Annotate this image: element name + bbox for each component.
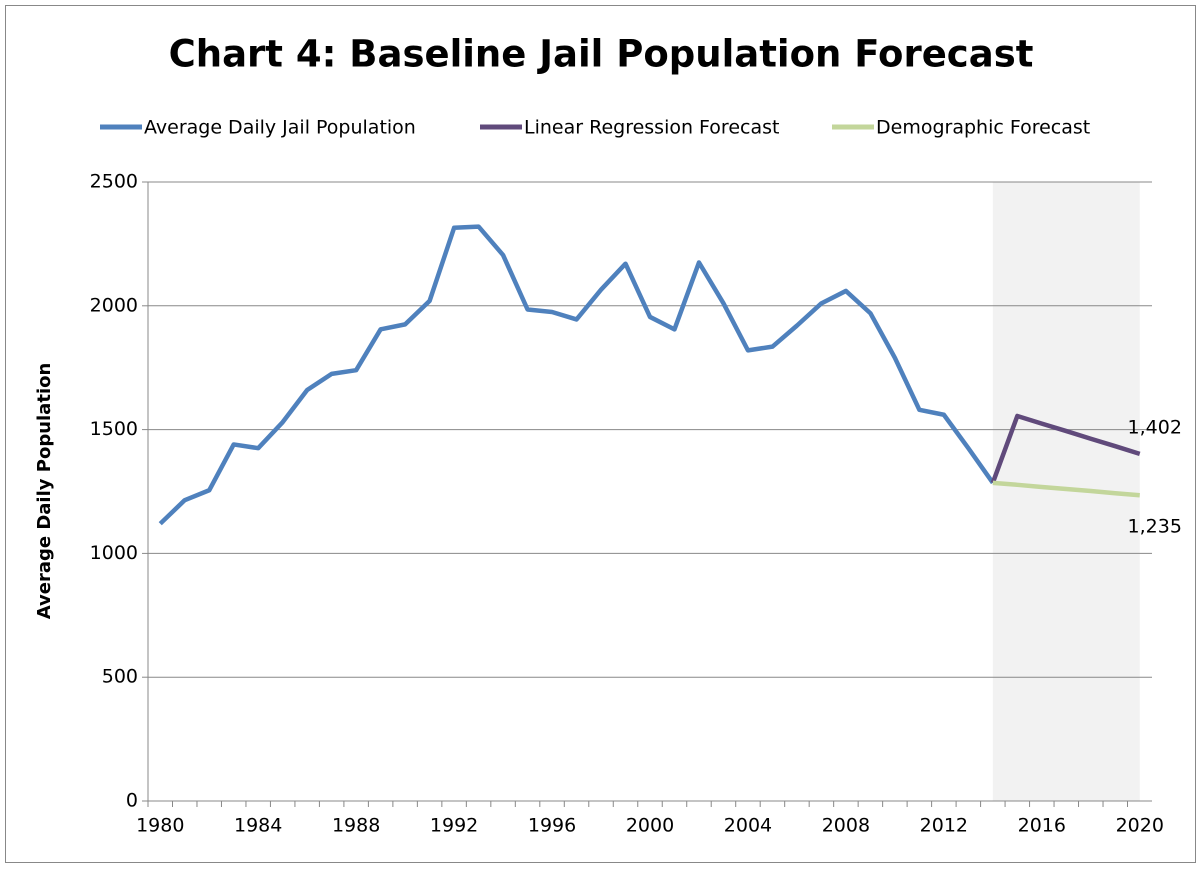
y-tick-label: 1000	[90, 542, 138, 564]
x-tick-label: 2016	[1018, 815, 1066, 837]
series-line	[158, 224, 995, 526]
x-tick-label: 2020	[1116, 815, 1164, 837]
x-tick-label: 1980	[136, 815, 184, 837]
chart-title: Chart 4: Baseline Jail Population Foreca…	[169, 33, 1034, 76]
x-tick-label: 2000	[626, 815, 674, 837]
x-tick-label: 1992	[430, 815, 478, 837]
y-tick-label: 500	[102, 666, 138, 688]
y-tick-label: 0	[126, 790, 138, 812]
x-tick-label: 2008	[822, 815, 870, 837]
legend-label: Demographic Forecast	[876, 117, 1090, 139]
y-axis-label: Average Daily Population	[34, 363, 55, 620]
x-tick-label: 2004	[724, 815, 772, 837]
data-label: 1,235	[1128, 516, 1182, 538]
y-tick-label: 2000	[90, 294, 138, 316]
x-tick-label: 1984	[234, 815, 282, 837]
legend-label: Average Daily Jail Population	[144, 117, 416, 139]
legend-label: Linear Regression Forecast	[524, 117, 779, 139]
x-tick-label: 1996	[528, 815, 576, 837]
x-tick-label: 2012	[920, 815, 968, 837]
series-line	[992, 480, 1140, 498]
data-label: 1,402	[1128, 416, 1182, 438]
y-tick-label: 2500	[90, 171, 138, 193]
x-tick-label: 1988	[332, 815, 380, 837]
y-tick-label: 1500	[90, 418, 138, 440]
series-line	[990, 413, 1141, 484]
